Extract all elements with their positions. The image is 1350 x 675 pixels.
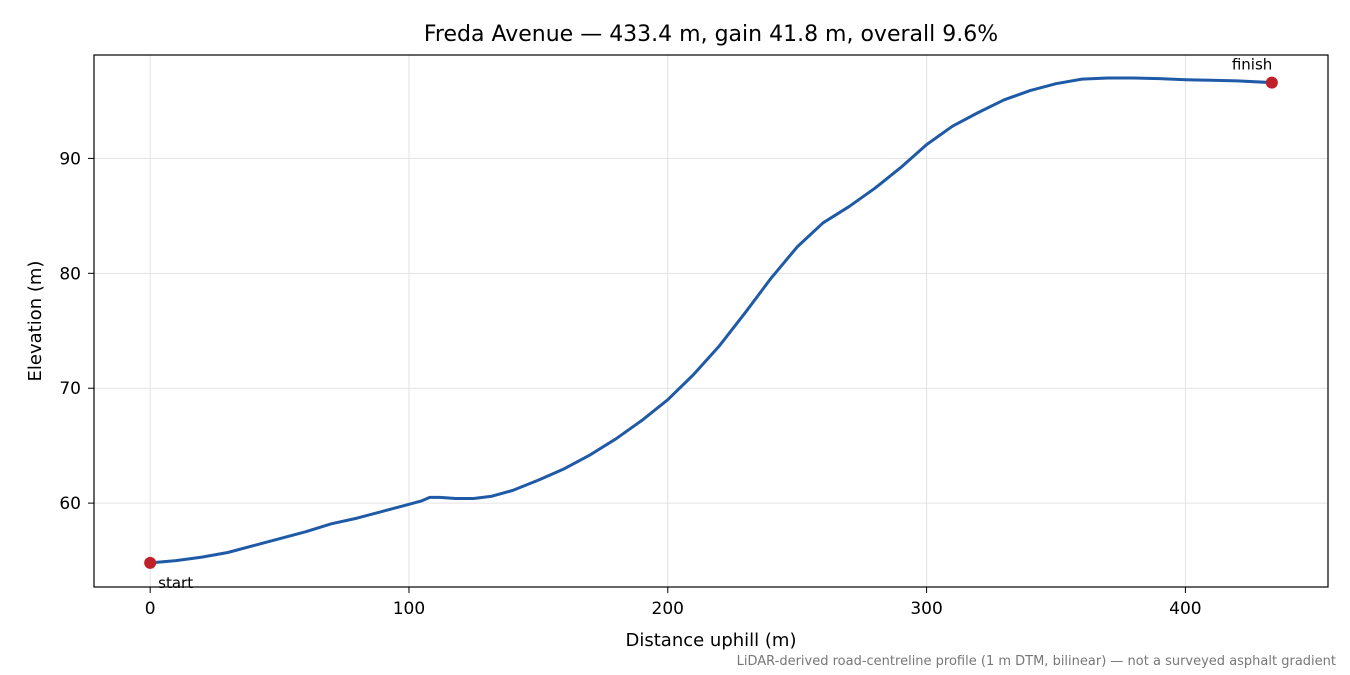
finish-label: finish: [1232, 56, 1272, 74]
x-tick-label: 200: [652, 599, 684, 619]
y-tick-label: 80: [59, 264, 81, 284]
x-tick-label: 300: [910, 599, 942, 619]
y-tick-label: 70: [59, 379, 81, 399]
y-tick-label: 60: [59, 494, 81, 514]
footnote: LiDAR-derived road-centreline profile (1…: [737, 654, 1336, 669]
y-tick-label: 90: [59, 149, 81, 169]
grid-lines: [94, 55, 1328, 587]
start-label: start: [158, 574, 193, 592]
x-tick-label: 0: [145, 599, 156, 619]
plot-area-frame: [93, 54, 1329, 588]
series-group: [148, 76, 1274, 565]
x-tick-label: 100: [393, 599, 425, 619]
chart-title: Freda Avenue — 433.4 m, gain 41.8 m, ove…: [424, 22, 998, 47]
markers-group: start finish: [144, 56, 1278, 592]
finish-marker: [1265, 76, 1278, 89]
elevation-series-line: [148, 76, 1274, 565]
x-axis-label: Distance uphill (m): [626, 630, 797, 651]
x-axis-ticks: 0 100 200 300 400: [145, 587, 1202, 619]
y-axis-label: Elevation (m): [25, 261, 46, 382]
x-tick-label: 400: [1169, 599, 1201, 619]
y-axis-ticks: 60 70 80 90: [59, 149, 94, 514]
start-marker: [144, 556, 157, 569]
